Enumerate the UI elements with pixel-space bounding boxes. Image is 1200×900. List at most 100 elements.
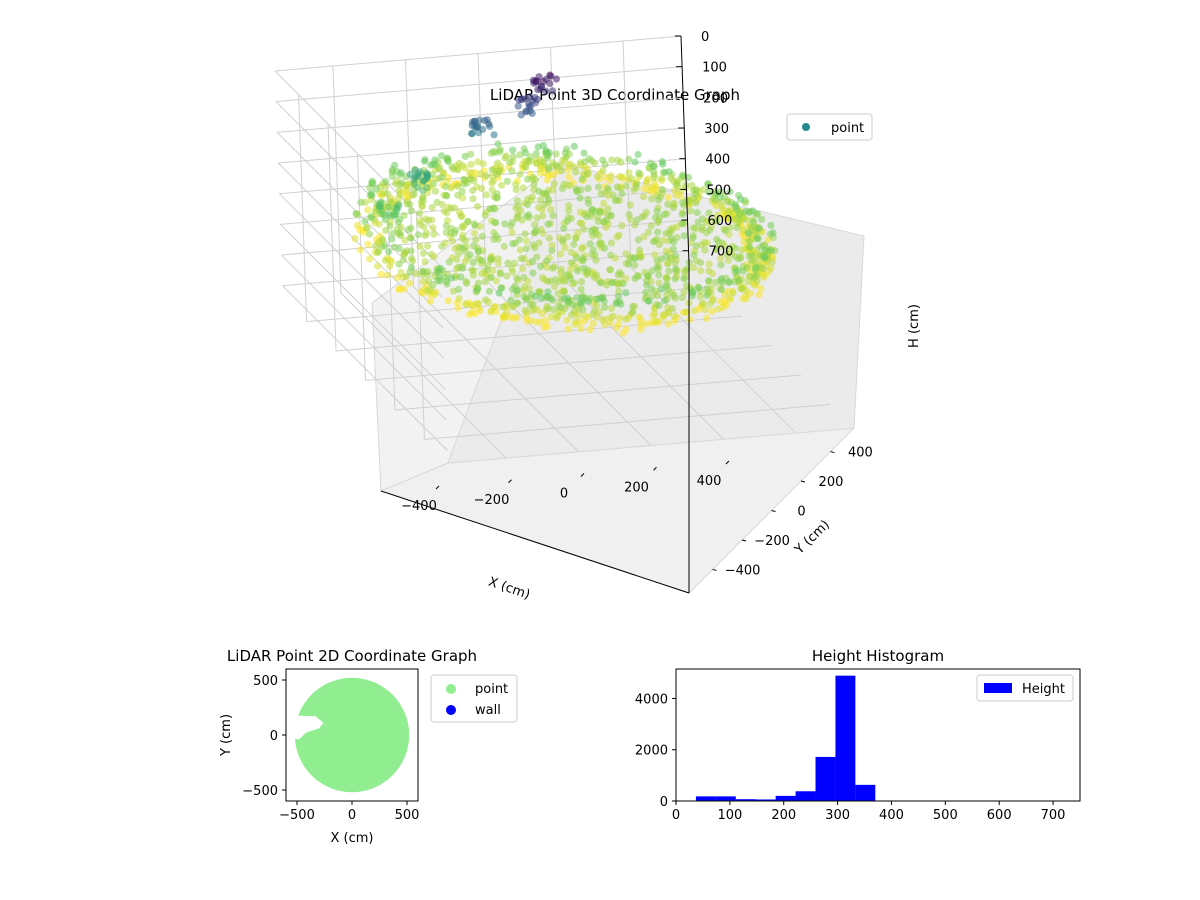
axes-3d: −400 −200 0 200 400 −400 −200 0 200 400 0 100 200 300… xyxy=(380,30,873,594)
point-3d xyxy=(544,196,553,204)
y-tick-label-3d: −200 xyxy=(754,534,790,549)
point-3d xyxy=(670,312,678,320)
point-3d xyxy=(369,179,377,187)
point-3d xyxy=(617,300,625,308)
point-3d xyxy=(674,183,682,191)
point-3d xyxy=(634,150,642,159)
point-3d xyxy=(539,212,547,220)
point-3d xyxy=(743,216,751,224)
z-tick-label-3d: 0 xyxy=(701,30,709,45)
x-tick-label-hist: 100 xyxy=(717,808,742,823)
point-3d xyxy=(469,271,477,279)
point-3d xyxy=(690,307,698,315)
grid-line-x xyxy=(332,65,342,294)
point-3d xyxy=(509,240,517,248)
point-3d xyxy=(531,244,539,252)
point-3d xyxy=(552,150,560,158)
point-3d xyxy=(547,294,555,302)
point-3d xyxy=(366,230,374,238)
legend-histogram-swatch xyxy=(984,683,1012,693)
point-3d xyxy=(549,171,557,179)
point-3d xyxy=(428,203,436,212)
point-3d xyxy=(419,249,427,257)
x-tick-3d xyxy=(435,485,440,490)
point-3d xyxy=(410,190,418,198)
point-3d xyxy=(437,152,446,160)
point-3d xyxy=(476,306,484,314)
point-3d xyxy=(701,246,709,254)
y-tick-3d xyxy=(800,480,806,483)
point-3d xyxy=(572,234,580,242)
point-3d xyxy=(557,303,565,312)
point-3d xyxy=(600,218,608,226)
point-3d xyxy=(468,130,476,138)
point-3d xyxy=(494,259,502,267)
point-3d xyxy=(755,291,763,299)
point-3d xyxy=(517,255,525,263)
point-3d xyxy=(509,268,517,276)
point-3d xyxy=(489,177,497,185)
point-3d xyxy=(561,244,569,252)
point-3d xyxy=(361,217,369,226)
point-3d xyxy=(487,273,495,281)
point-3d xyxy=(726,188,734,196)
point-3d xyxy=(713,217,721,225)
point-3d xyxy=(744,229,752,237)
point-3d xyxy=(703,291,711,300)
point-3d xyxy=(414,183,422,192)
point-3d xyxy=(520,274,528,282)
point-3d xyxy=(436,264,444,272)
point-3d xyxy=(552,161,560,169)
grid-line-z xyxy=(280,224,446,390)
point-3d xyxy=(717,285,726,293)
grid-line-z xyxy=(277,162,444,329)
point-3d xyxy=(648,285,656,293)
point-3d xyxy=(366,255,374,263)
point-3d xyxy=(509,153,517,161)
point-3d xyxy=(745,237,753,245)
point-3d xyxy=(596,279,605,287)
point-3d xyxy=(529,269,537,277)
point-3d xyxy=(508,219,516,227)
point-3d xyxy=(678,293,686,302)
point-3d xyxy=(532,159,541,167)
point-3d xyxy=(669,204,678,212)
point-3d xyxy=(548,247,556,255)
point-3d xyxy=(577,285,585,293)
point-3d xyxy=(767,264,775,272)
point-3d xyxy=(533,253,541,261)
point-3d xyxy=(689,234,697,242)
histogram-bar xyxy=(735,799,756,801)
point-3d xyxy=(613,233,621,241)
point-3d xyxy=(567,259,576,267)
point-3d xyxy=(555,278,563,286)
point-3d xyxy=(644,272,652,280)
y-tick-3d xyxy=(771,510,776,512)
point-3d xyxy=(516,246,524,254)
point-3d xyxy=(528,257,537,265)
point-3d xyxy=(525,211,533,219)
point-3d xyxy=(557,167,566,175)
point-3d xyxy=(543,322,551,330)
point-3d xyxy=(617,271,625,279)
plot-2d xyxy=(286,677,410,793)
point-3d xyxy=(393,204,401,212)
point-3d xyxy=(458,264,466,272)
point-3d xyxy=(481,278,489,286)
point-3d xyxy=(357,198,365,206)
point-3d xyxy=(584,184,592,192)
point-3d xyxy=(604,184,612,192)
point-3d xyxy=(532,227,540,235)
x-tick-label-hist: 200 xyxy=(771,808,796,823)
point-3d xyxy=(618,189,626,198)
point-3d xyxy=(551,282,559,290)
point-3d xyxy=(671,275,679,283)
chart-2d: LiDAR Point 2D Coordinate Graph −500 0 500… xyxy=(219,647,518,846)
point-3d xyxy=(386,222,394,230)
point-3d xyxy=(767,221,775,229)
legend-3d-label: point xyxy=(831,121,864,136)
point-3d xyxy=(533,214,541,222)
point-3d xyxy=(652,317,661,325)
point-3d xyxy=(622,182,630,190)
point-3d xyxy=(662,252,670,261)
